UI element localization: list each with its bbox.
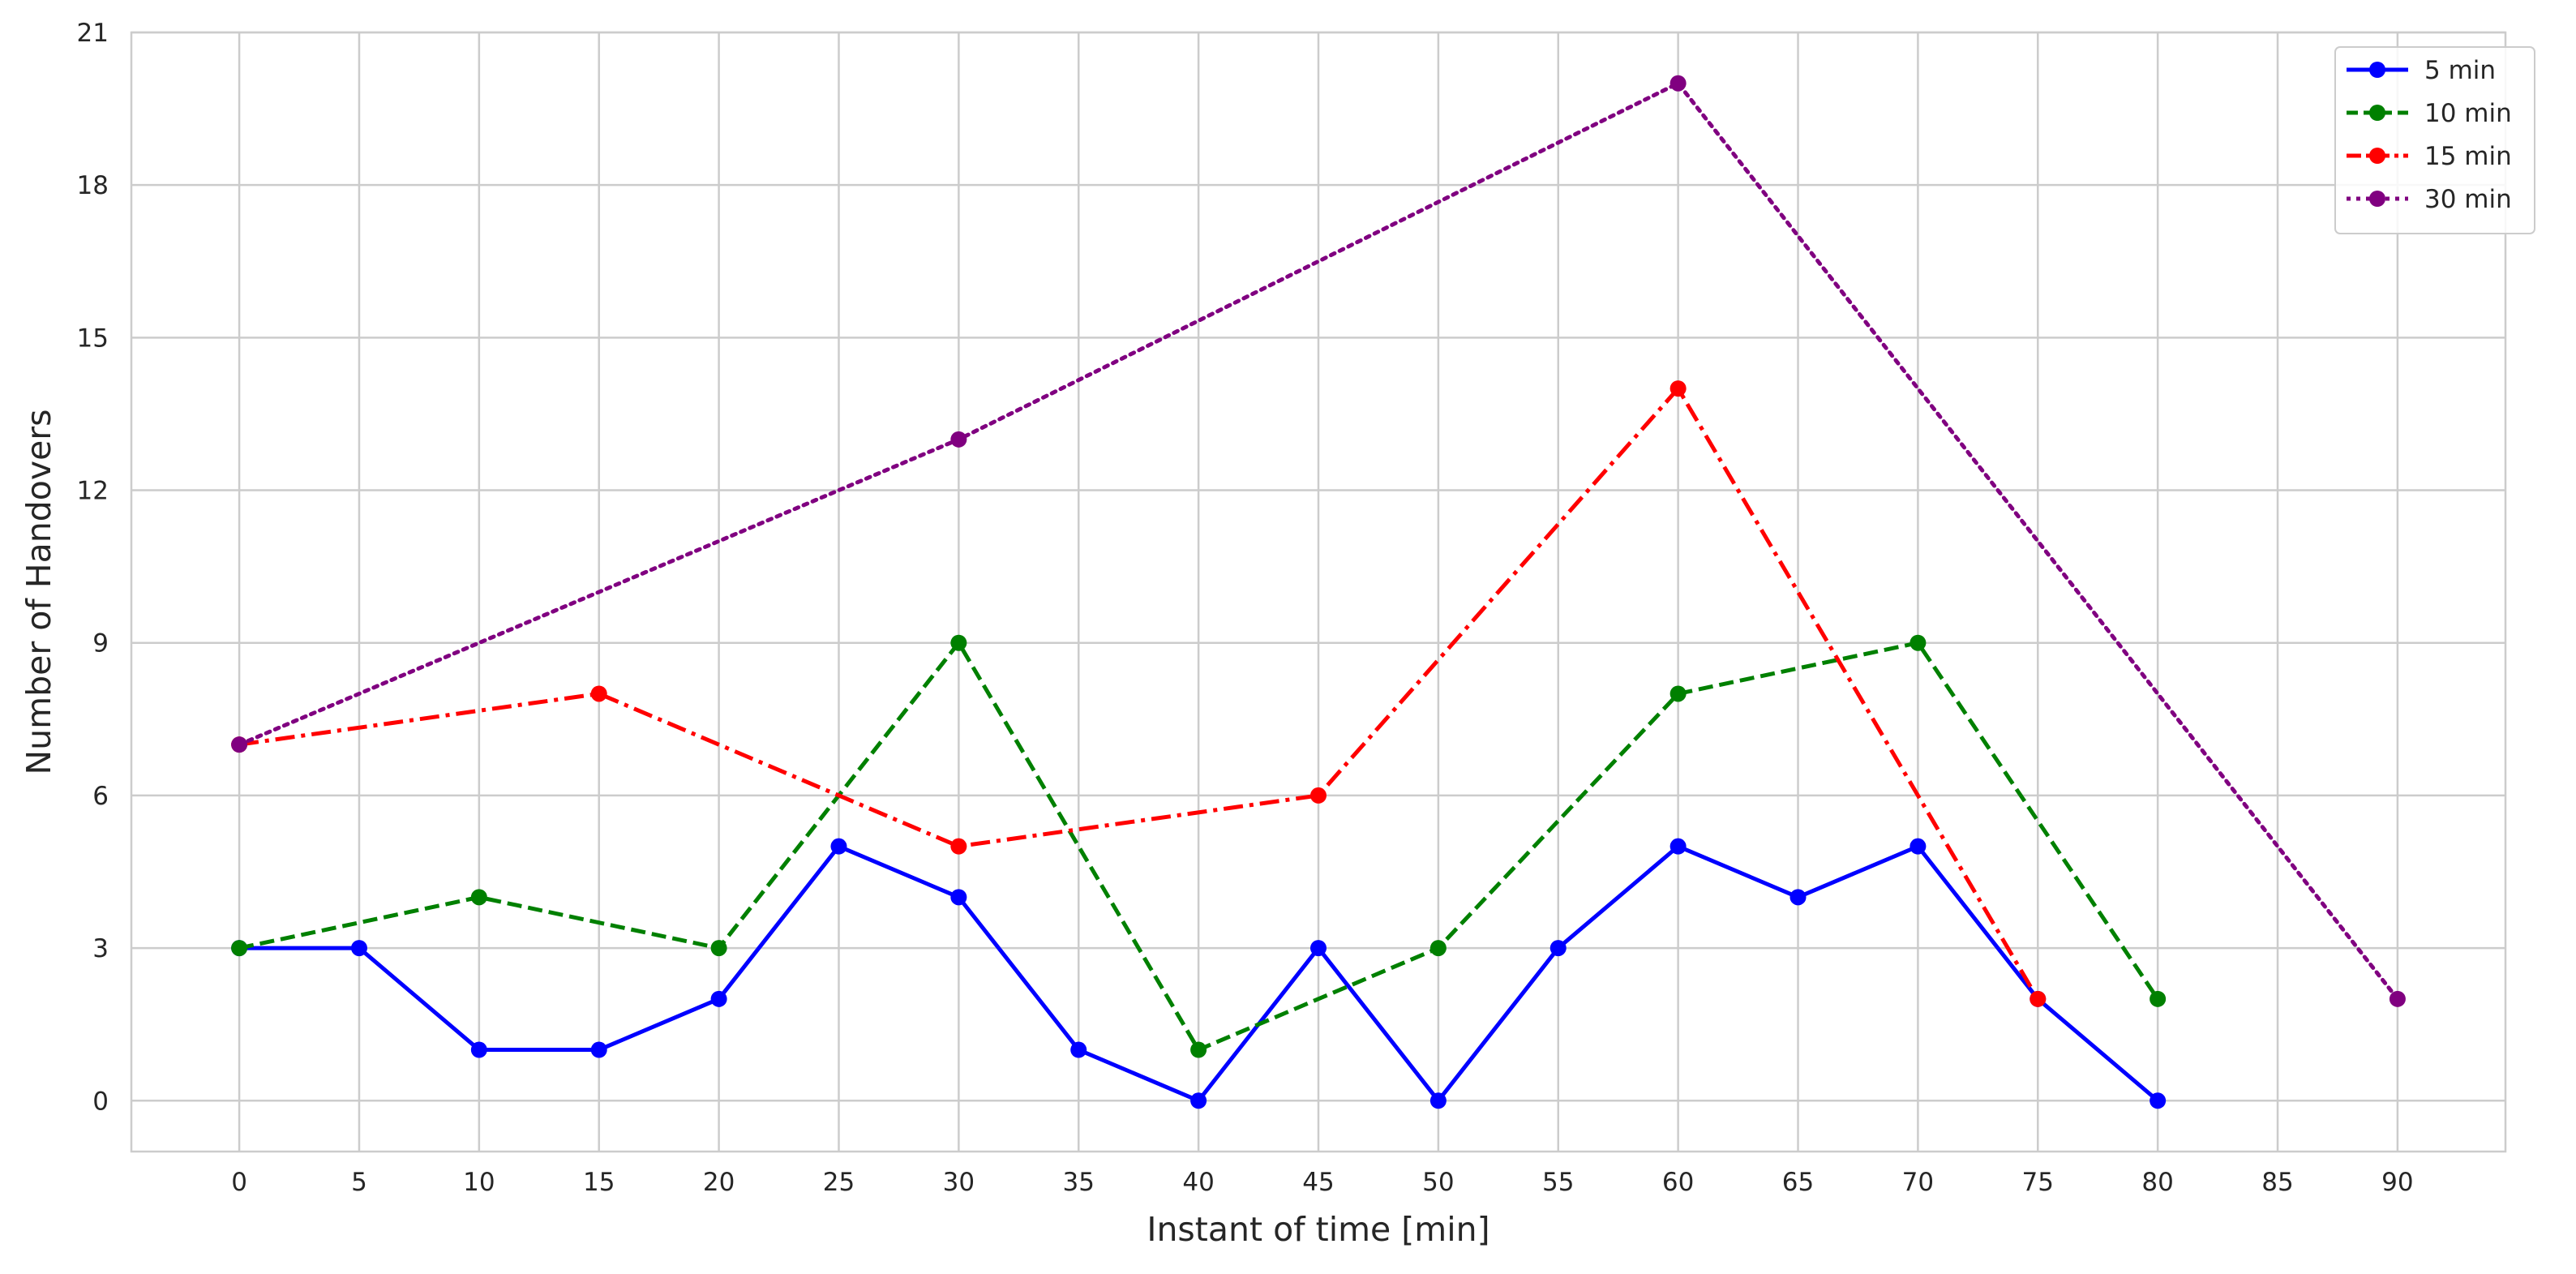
data-point: [710, 990, 727, 1007]
data-point: [1070, 1041, 1087, 1058]
x-tick-label: 60: [1662, 1168, 1694, 1197]
data-point: [1669, 838, 1687, 855]
data-point: [2030, 990, 2047, 1007]
x-tick-label: 40: [1182, 1168, 1214, 1197]
y-tick-label: 3: [92, 934, 109, 963]
y-axis-label: Number of Handovers: [19, 409, 58, 774]
legend-entry-label: 30 min: [2424, 185, 2512, 214]
data-point: [470, 1041, 487, 1058]
data-point: [1669, 685, 1687, 702]
data-point: [1190, 1041, 1207, 1058]
data-point: [1549, 940, 1567, 957]
series-15-min: [231, 380, 2047, 1007]
data-point: [1669, 75, 1687, 92]
data-point: [231, 736, 248, 753]
y-tick-label: 9: [92, 629, 109, 658]
x-tick-label: 80: [2141, 1168, 2173, 1197]
data-point: [1190, 1092, 1207, 1109]
legend-swatch-marker: [2369, 62, 2385, 78]
x-tick-label: 65: [1782, 1168, 1814, 1197]
x-tick-labels: 0 5 10 15 20 25 30 35 40 45 50 55 60 65 70 75 80 85 90: [231, 1168, 2413, 1197]
x-tick-label: 90: [2381, 1168, 2413, 1197]
x-tick-label: 45: [1302, 1168, 1334, 1197]
y-tick-label: 21: [77, 19, 109, 48]
y-tick-label: 15: [77, 324, 109, 353]
y-tick-label: 0: [92, 1087, 109, 1116]
series-10-min: [231, 634, 2167, 1058]
data-point: [1909, 838, 1927, 855]
data-point: [2150, 990, 2167, 1007]
data-point: [470, 889, 487, 906]
data-point: [231, 940, 248, 957]
x-tick-label: 20: [703, 1168, 735, 1197]
data-point: [950, 431, 967, 448]
series-30-min: [231, 75, 2406, 1007]
data-point: [1669, 380, 1687, 397]
x-tick-label: 15: [583, 1168, 615, 1197]
data-point: [2150, 1092, 2167, 1109]
x-tick-label: 75: [2022, 1168, 2054, 1197]
legend-entry-label: 10 min: [2424, 99, 2512, 128]
legend-entry-label: 5 min: [2424, 56, 2496, 85]
x-tick-label: 0: [231, 1168, 247, 1197]
legend-swatch-marker: [2369, 105, 2385, 121]
data-point: [1310, 940, 1327, 957]
data-point: [590, 1041, 607, 1058]
x-tick-label: 85: [2261, 1168, 2293, 1197]
x-tick-label: 35: [1063, 1168, 1095, 1197]
data-point: [950, 889, 967, 906]
x-tick-label: 70: [1902, 1168, 1934, 1197]
y-tick-label: 12: [77, 477, 109, 506]
x-axis-label: Instant of time [min]: [1147, 1210, 1489, 1249]
x-tick-label: 30: [943, 1168, 975, 1197]
data-point: [1789, 889, 1807, 906]
data-point: [1429, 1092, 1447, 1109]
legend-swatch-marker: [2369, 191, 2385, 207]
x-tick-label: 5: [351, 1168, 367, 1197]
data-point: [2389, 990, 2406, 1007]
legend-box: [2334, 46, 2535, 234]
legend-swatch-marker: [2369, 148, 2385, 164]
series-lines: [231, 75, 2406, 1109]
data-point: [350, 940, 367, 957]
data-point: [710, 940, 727, 957]
data-point: [950, 634, 967, 651]
data-point: [1310, 787, 1327, 804]
data-point: [830, 838, 847, 855]
x-tick-label: 25: [823, 1168, 855, 1197]
y-tick-labels: 0 3 6 9 12 15 18 21: [77, 19, 109, 1116]
y-tick-label: 6: [92, 782, 109, 811]
y-tick-label: 18: [77, 171, 109, 200]
series-line: [237, 81, 2400, 1002]
plot-frame: [130, 31, 2507, 1153]
x-tick-label: 55: [1542, 1168, 1574, 1197]
data-point: [1429, 940, 1447, 957]
x-tick-label: 50: [1422, 1168, 1454, 1197]
legend: 5 min 10 min 15 min 30 min: [2334, 46, 2535, 234]
data-point: [1909, 634, 1927, 651]
series-line: [238, 386, 2040, 1001]
legend-entry-label: 15 min: [2424, 142, 2512, 171]
data-point: [950, 838, 967, 855]
x-tick-label: 10: [463, 1168, 495, 1197]
data-point: [590, 685, 607, 702]
